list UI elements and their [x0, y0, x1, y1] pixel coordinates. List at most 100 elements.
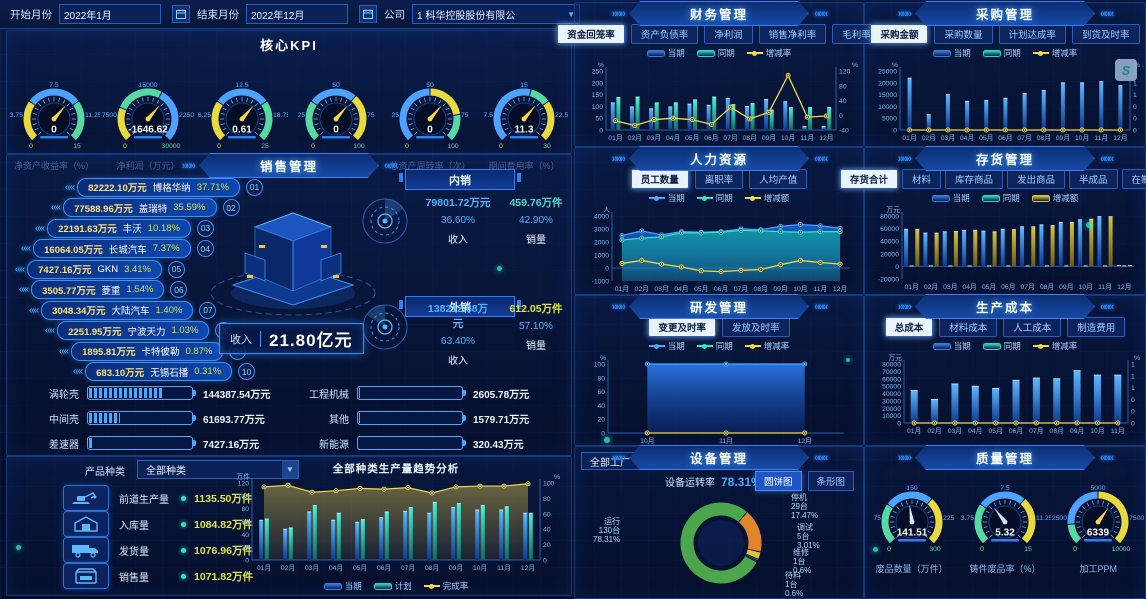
production-stat-row: 入库量 1084.82万件: [63, 511, 253, 537]
legend-swatch: [1031, 194, 1050, 202]
equipment-rate-label: 设备运转率: [665, 478, 715, 489]
radar-icon: [359, 195, 411, 252]
category-value: 7427.16万元: [203, 439, 260, 451]
procurement-tab[interactable]: 采购金额: [870, 24, 929, 44]
rank-badge: 05: [168, 260, 185, 278]
donut-slice-label: 待料 1台 0.6%: [785, 571, 804, 598]
company-select[interactable]: 1 科华控股股份有限公 ▼: [412, 4, 580, 24]
svg-text:0: 0: [123, 143, 127, 150]
panel-cost: »»» 生产成本 ««« 总成本 材料成本 人工成本 制造费用 当期 同期 增减率 80000…: [864, 295, 1146, 446]
revenue-value: 21.80亿元: [269, 331, 353, 350]
legend-item: 完成率: [423, 580, 468, 592]
end-month-field[interactable]: 2022年12月: [246, 4, 348, 24]
svg-text:万件: 万件: [236, 473, 250, 481]
stat-dot: [181, 521, 186, 527]
inventory-tab[interactable]: 半成品: [1069, 169, 1118, 189]
legend-swatch: [1032, 50, 1049, 56]
svg-text:3.75: 3.75: [10, 112, 23, 119]
svg-text:22.5: 22.5: [555, 112, 568, 119]
inventory-tab[interactable]: 发出商品: [1007, 169, 1066, 189]
inventory-tab[interactable]: 存货合计: [839, 169, 898, 189]
customer-pill: 1895.81万元 卡特彼勒 0.87%: [71, 341, 224, 361]
svg-text:12月: 12月: [819, 134, 833, 142]
filter-bar: 开始月份 2022年1月 结束月份 2022年12月 公司 1 科华控股股份有限…: [0, 0, 582, 29]
rnd-tab[interactable]: 变更及时率: [648, 317, 716, 337]
sale-icon: [63, 563, 109, 589]
panel-production-trend: 产品种类 全部种类 ▼ 前道生产量 1135.50万件 入库量 1084.82万件 发货…: [6, 456, 572, 596]
hr-tab[interactable]: 人均产值: [749, 169, 808, 189]
hr-tab[interactable]: 离职率: [694, 169, 744, 189]
svg-text:12月: 12月: [1113, 134, 1127, 142]
svg-text:03月: 03月: [943, 283, 957, 291]
svg-text:11月: 11月: [1098, 283, 1112, 291]
legend-item: 增减额: [744, 192, 789, 204]
inventory-tab[interactable]: 库存商品: [944, 169, 1003, 189]
svg-text:3000: 3000: [594, 227, 609, 234]
customer-row: «« 16064.05万元 长城汽车 7.37% 04: [21, 239, 263, 260]
finance-tab[interactable]: 净利润: [704, 24, 753, 44]
svg-text:120: 120: [839, 69, 851, 76]
svg-text:7.5: 7.5: [1000, 485, 1010, 492]
domestic-income-pct: 36.60%: [441, 215, 475, 226]
svg-text:7.5: 7.5: [484, 112, 494, 119]
end-calendar-icon[interactable]: [359, 5, 377, 23]
rank-badge: 03: [197, 219, 214, 237]
svg-text:20000: 20000: [880, 251, 899, 258]
stat-label: 入库量: [119, 520, 149, 532]
inventory-tab[interactable]: 材料: [901, 169, 941, 189]
legend-label: 当期: [953, 48, 971, 58]
inventory-tab[interactable]: 在制品: [1121, 169, 1146, 189]
stat-dot: [181, 495, 186, 501]
chart-type-button[interactable]: 条形图: [807, 471, 855, 491]
svg-text:%: %: [598, 62, 604, 69]
legend-swatch: [744, 195, 761, 201]
cost-tab[interactable]: 材料成本: [939, 317, 998, 337]
cost-tab[interactable]: 制造费用: [1067, 317, 1126, 337]
gauge-label: 铸件废品率（%）: [969, 564, 1041, 574]
procurement-tab[interactable]: 采购数量: [934, 24, 993, 44]
chart-type-button[interactable]: 圆饼图: [755, 471, 802, 491]
svg-text:-1000: -1000: [592, 279, 610, 286]
svg-text:20000: 20000: [878, 80, 897, 87]
svg-text:04月: 04月: [962, 283, 976, 291]
company-label: 公司: [384, 8, 405, 21]
cost-tab[interactable]: 人工成本: [1003, 317, 1062, 337]
start-month-field[interactable]: 2022年1月: [59, 4, 161, 24]
title-deco-right: «««: [814, 300, 828, 313]
finance-tab[interactable]: 资产负债率: [630, 24, 699, 44]
svg-text:0: 0: [245, 558, 249, 565]
customer-pct: 35.59%: [173, 202, 206, 214]
procurement-tab[interactable]: 计划达成率: [998, 24, 1067, 44]
svg-text:08月: 08月: [1050, 427, 1064, 435]
svg-text:150: 150: [592, 92, 604, 99]
legend-item: 当期: [323, 580, 362, 592]
start-calendar-icon[interactable]: [172, 5, 190, 23]
svg-text:250: 250: [592, 69, 604, 76]
svg-text:300: 300: [929, 546, 941, 553]
svg-text:12月: 12月: [1117, 283, 1131, 291]
svg-text:0: 0: [51, 125, 57, 136]
customer-name: 卡特彼勒: [141, 347, 180, 359]
procurement-tab[interactable]: 到货及时率: [1072, 24, 1140, 44]
gauge-label: 废品数量（万件）: [875, 564, 948, 574]
svg-text:07月: 07月: [401, 564, 415, 572]
category-label: 差速器: [49, 439, 79, 451]
svg-text:01月: 01月: [904, 283, 918, 291]
legend-swatch: [932, 49, 951, 57]
rnd-tab[interactable]: 发放及时率: [722, 317, 790, 337]
svg-text:%: %: [892, 62, 898, 69]
legend-label: 计划: [394, 581, 412, 591]
category-bar: [357, 436, 466, 450]
finance-tab[interactable]: 销售净利率: [758, 24, 827, 44]
finance-tab[interactable]: 资金回笼率: [557, 24, 625, 44]
svg-text:80: 80: [241, 506, 249, 513]
hr-legend: 当期 同期 增减额: [575, 192, 863, 204]
svg-text:05月: 05月: [685, 134, 699, 142]
legend-swatch: [696, 49, 715, 57]
chevron-down-icon: ▼: [567, 9, 575, 19]
hr-tab[interactable]: 员工数量: [630, 169, 689, 189]
cost-tab[interactable]: 总成本: [884, 317, 934, 337]
product-type-select[interactable]: 全部种类 ▼: [137, 460, 299, 479]
customer-pct: 3.41%: [124, 263, 151, 275]
svg-text:150: 150: [906, 485, 918, 492]
